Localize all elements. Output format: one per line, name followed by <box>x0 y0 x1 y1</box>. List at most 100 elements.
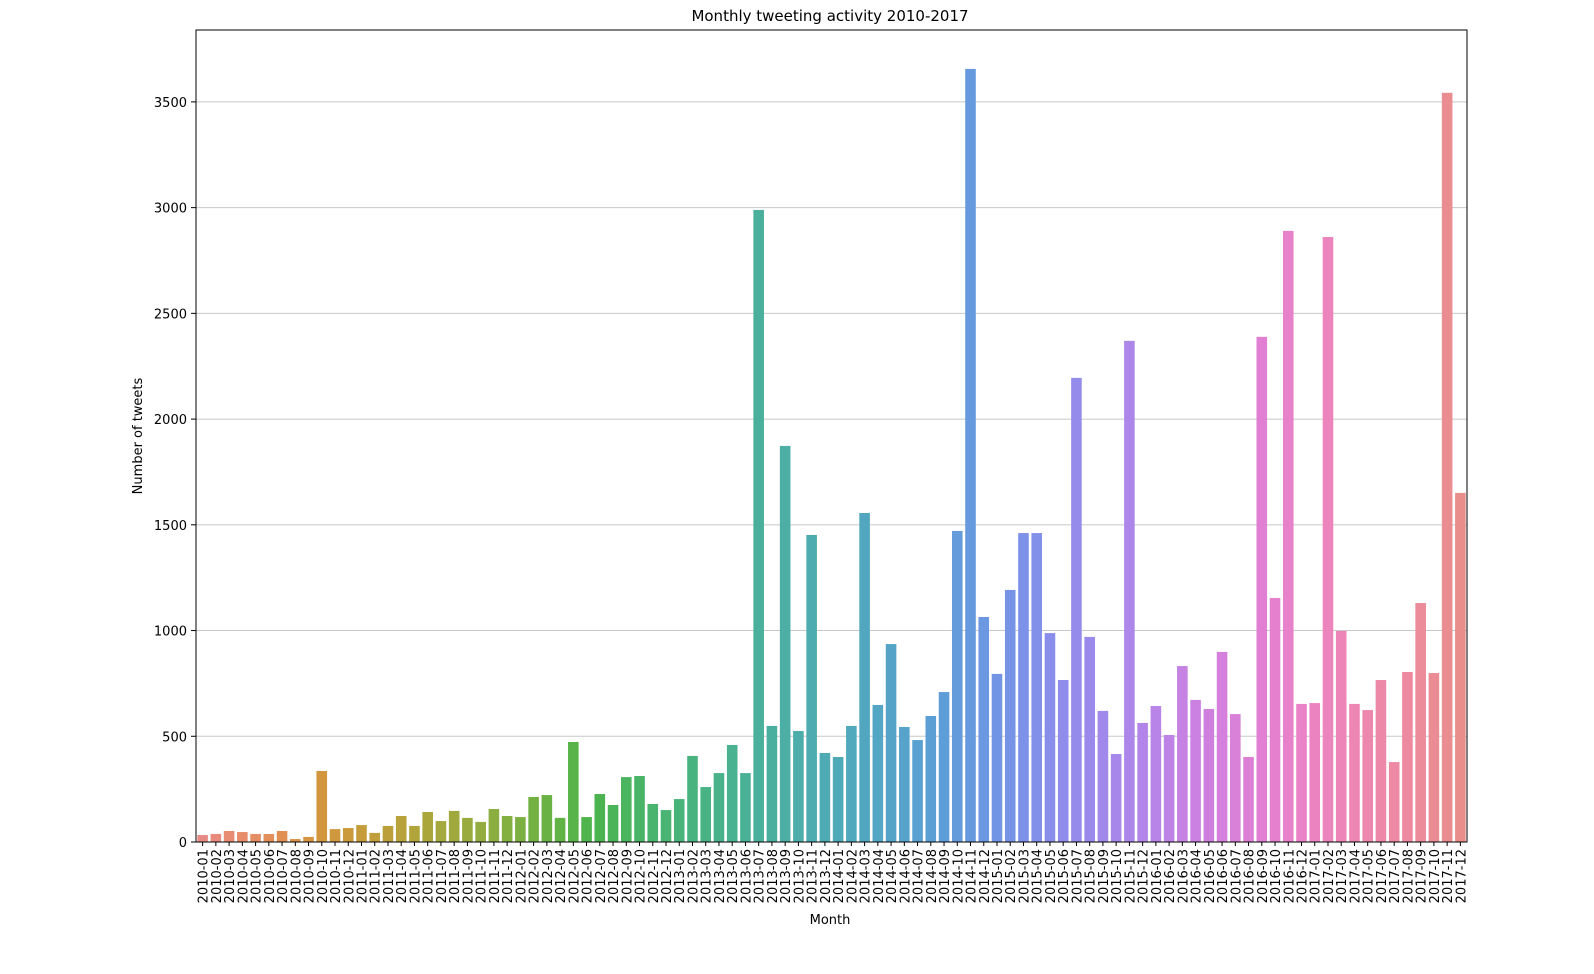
x-tick-label: 2015-03 <box>1017 849 1032 903</box>
bar <box>1216 651 1228 842</box>
x-tick-label: 2010-10 <box>316 849 331 903</box>
bar <box>568 741 579 842</box>
x-tick-label: 2012-11 <box>647 849 662 903</box>
bar <box>1322 237 1334 843</box>
x-tick-label: 2016-07 <box>1229 849 1244 903</box>
bar <box>713 773 725 842</box>
bar <box>515 817 526 842</box>
y-tick-label: 2000 <box>154 413 187 428</box>
x-tick-label: 2017-12 <box>1454 849 1469 903</box>
x-tick-label: 2013-04 <box>713 849 728 903</box>
y-tick-label: 3000 <box>154 202 187 217</box>
bar <box>581 817 592 842</box>
x-tick-label: 2017-08 <box>1401 849 1416 903</box>
bar <box>1004 589 1016 842</box>
bar <box>329 829 341 842</box>
bar <box>766 725 778 842</box>
x-tick-label: 2012-03 <box>541 849 556 903</box>
bar <box>793 730 804 842</box>
x-tick-label: 2010-03 <box>223 849 238 903</box>
bar <box>290 839 301 842</box>
bar <box>554 817 566 842</box>
x-tick-label: 2017-06 <box>1375 849 1390 903</box>
x-tick-label: 2015-12 <box>1137 849 1152 903</box>
x-tick-label: 2013-08 <box>766 849 781 903</box>
x-tick-label: 2010-04 <box>236 849 251 903</box>
x-tick-label: 2014-11 <box>965 849 980 903</box>
x-tick-label: 2015-01 <box>991 849 1006 903</box>
bar <box>925 715 937 842</box>
x-tick-label: 2017-11 <box>1441 849 1456 903</box>
bar <box>991 673 1003 842</box>
x-tick-label: 2015-08 <box>1084 849 1099 903</box>
bar <box>1071 377 1082 842</box>
x-tick-label: 2010-05 <box>250 849 265 903</box>
x-tick-label: 2015-02 <box>1004 849 1019 903</box>
bar <box>1177 666 1188 842</box>
x-tick-label: 2012-12 <box>660 849 675 903</box>
bar <box>541 795 553 842</box>
y-tick-label: 1000 <box>154 625 187 640</box>
x-tick-label: 2011-01 <box>355 849 370 903</box>
x-tick-label: 2016-05 <box>1203 849 1218 903</box>
bar <box>1150 706 1162 842</box>
x-tick-label: 2015-11 <box>1123 849 1138 903</box>
bar <box>1362 710 1373 842</box>
x-tick-label: 2012-07 <box>594 849 609 903</box>
bar <box>1441 92 1453 843</box>
bar <box>488 809 500 842</box>
bar <box>475 821 486 842</box>
x-tick-label: 2013-07 <box>753 849 768 903</box>
bar <box>1309 703 1321 842</box>
x-tick-label: 2015-06 <box>1057 849 1072 903</box>
x-tick-label: 2010-09 <box>303 849 318 903</box>
bar <box>846 725 857 842</box>
y-tick-label: 0 <box>179 836 187 851</box>
bar <box>250 833 261 842</box>
x-axis-label: Month <box>810 913 851 928</box>
bar <box>1349 703 1360 842</box>
bar <box>1203 708 1215 842</box>
bar <box>276 831 288 842</box>
x-tick-label: 2013-01 <box>673 849 688 903</box>
bar <box>435 821 447 842</box>
x-tick-label: 2014-06 <box>898 849 913 903</box>
bar <box>885 644 897 842</box>
x-tick-label: 2011-04 <box>395 849 410 903</box>
bar <box>210 833 222 842</box>
x-tick-label: 2016-01 <box>1150 849 1165 903</box>
x-tick-label: 2014-04 <box>872 849 887 903</box>
x-tick-label: 2017-05 <box>1362 849 1377 903</box>
bar <box>673 799 685 842</box>
bar <box>965 68 976 843</box>
x-tick-label: 2011-08 <box>448 849 463 903</box>
bar <box>753 209 764 842</box>
y-tick-label: 2500 <box>154 307 187 322</box>
bar <box>1243 756 1254 842</box>
x-tick-label: 2013-05 <box>726 849 741 903</box>
x-tick-label: 2010-07 <box>276 849 291 903</box>
x-tick-label: 2011-07 <box>435 849 450 903</box>
x-tick-label: 2013-10 <box>792 849 807 903</box>
bar <box>700 787 712 842</box>
bar <box>1296 703 1307 842</box>
bar <box>899 726 910 842</box>
x-tick-label: 2010-01 <box>197 849 212 903</box>
bar <box>1110 754 1122 842</box>
x-tick-label: 2013-11 <box>806 849 821 903</box>
x-tick-label: 2013-12 <box>819 849 834 903</box>
x-tick-label: 2017-04 <box>1348 849 1363 903</box>
bar <box>395 815 407 842</box>
bar <box>462 817 473 842</box>
bar <box>223 831 235 842</box>
x-tick-label: 2012-08 <box>607 849 622 903</box>
x-tick-label: 2017-01 <box>1309 849 1324 903</box>
x-tick-label: 2014-03 <box>859 849 874 903</box>
bar <box>832 756 844 842</box>
bar <box>303 836 314 842</box>
x-tick-label: 2010-11 <box>329 849 344 903</box>
bar <box>726 744 738 842</box>
x-tick-label: 2010-12 <box>342 849 357 903</box>
x-tick-label: 2014-09 <box>938 849 953 903</box>
bar <box>607 804 619 842</box>
